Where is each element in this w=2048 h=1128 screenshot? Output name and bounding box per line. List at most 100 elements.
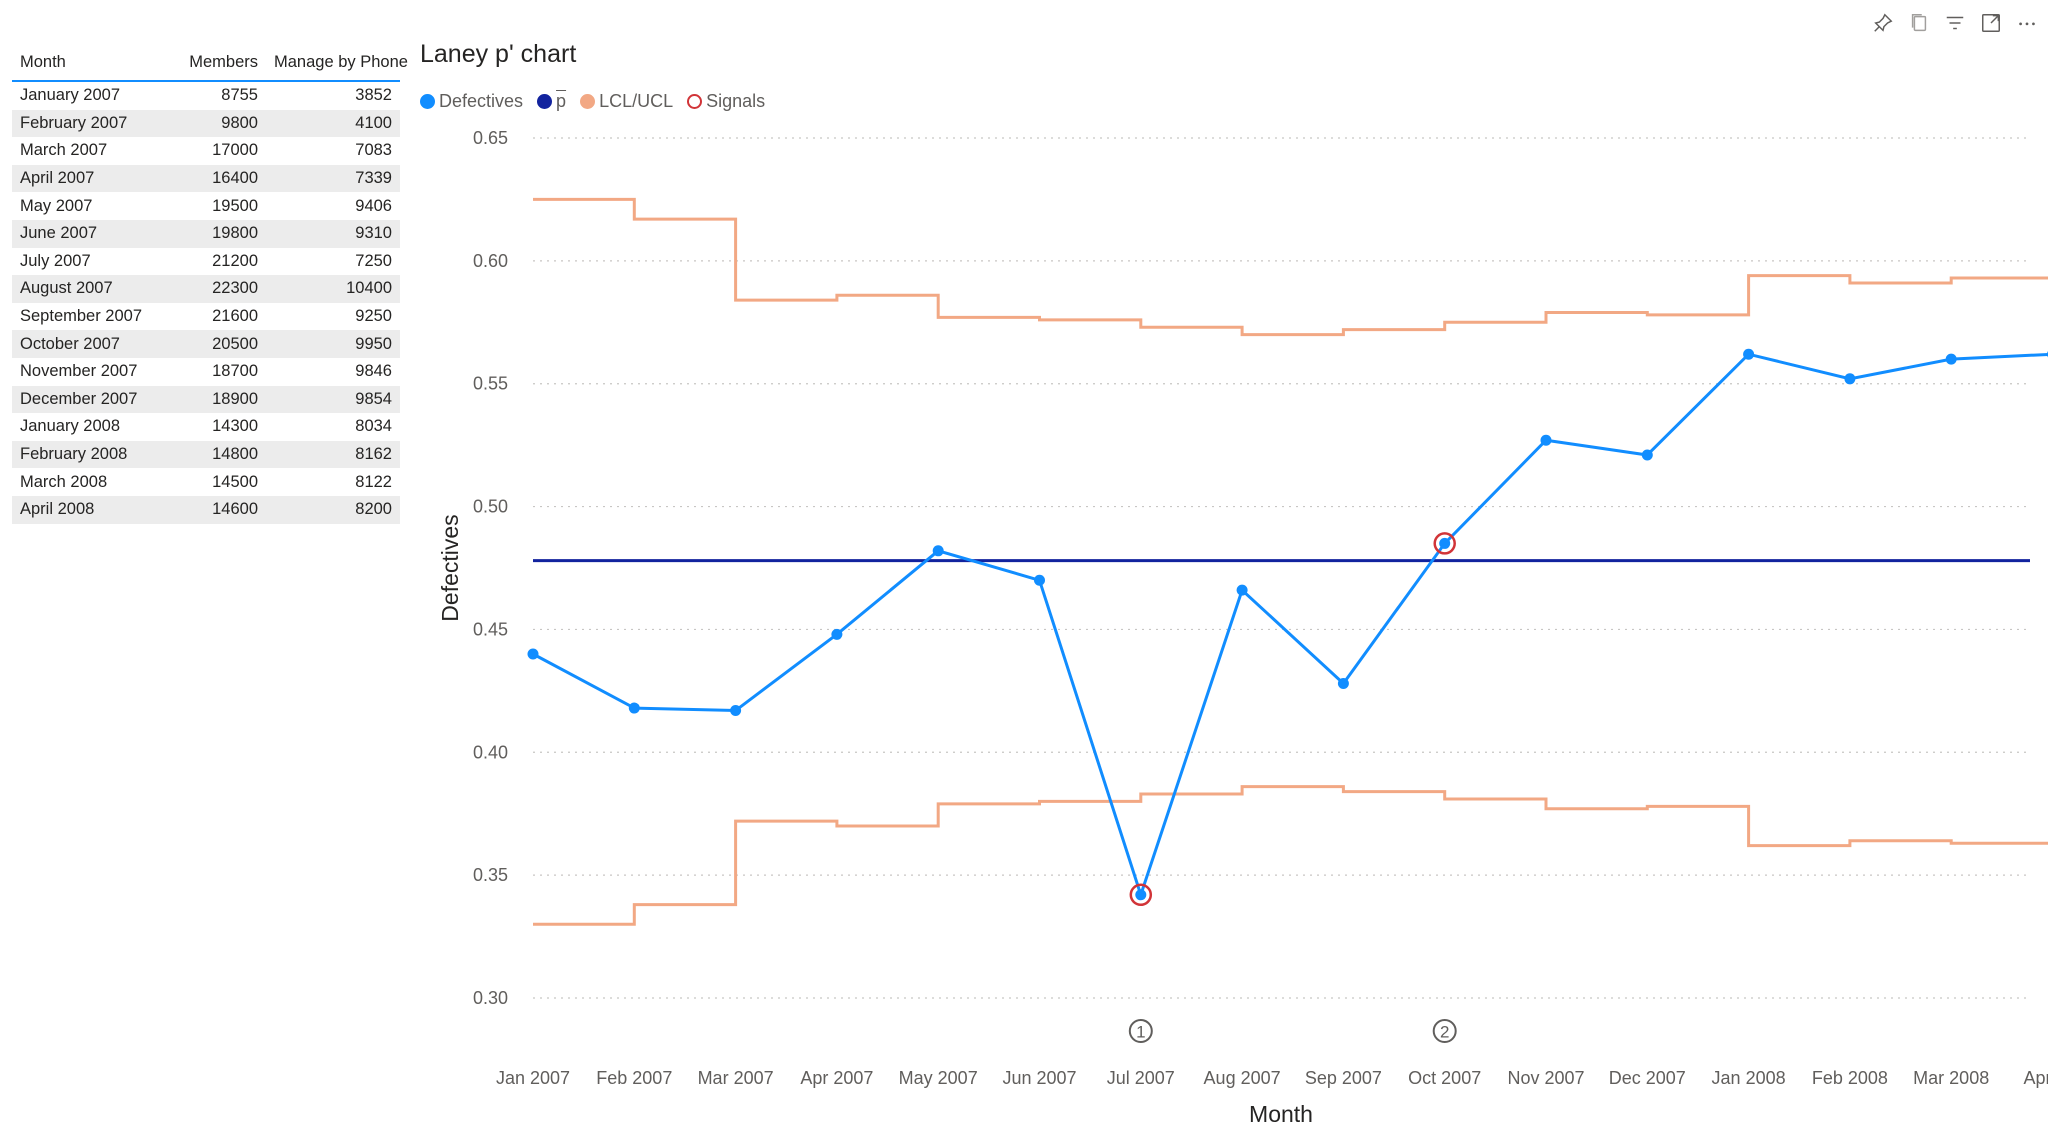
table-row[interactable]: January 2007 8755 3852 (12, 81, 400, 110)
cell-members: 14300 (212, 417, 258, 436)
legend-item-lcl-ucl[interactable]: LCL/UCL (580, 91, 673, 112)
cell-manage-by-phone: 10400 (266, 275, 400, 303)
cell-members: 21600 (212, 307, 258, 326)
more-options-icon[interactable] (2016, 12, 2038, 34)
defectives-point (1743, 348, 1755, 360)
cell-month: February 2007 (12, 109, 160, 138)
cell-month: January 2007 (20, 86, 120, 105)
y-axis-title: Defectives (437, 514, 463, 621)
table-row[interactable]: May 2007 19500 9406 (12, 192, 400, 220)
defectives-point (831, 628, 843, 640)
table-row[interactable]: January 2008 14300 8034 (12, 413, 400, 441)
cell-month: August 2007 (12, 275, 160, 303)
cell-manage-by-phone: 7339 (266, 164, 400, 193)
defectives-point (1337, 677, 1349, 689)
cell-month: March 2007 (20, 141, 108, 160)
legend-label-signals: Signals (706, 91, 766, 111)
defectives-line (532, 352, 2048, 900)
focus-mode-icon[interactable] (1980, 12, 2002, 34)
x-tick-label: Mar 2007 (698, 1068, 774, 1088)
cell-manage-by-phone: 8162 (266, 440, 400, 469)
x-tick-label: Sep 2007 (1305, 1068, 1382, 1088)
table-row[interactable]: April 2008 14600 8200 (12, 495, 400, 524)
x-tick-label: Mar 2008 (1913, 1068, 1989, 1088)
cell-month: October 2007 (12, 330, 160, 358)
x-tick-label: Oct 2007 (1408, 1068, 1481, 1088)
cell-month: December 2007 (12, 385, 160, 414)
signal-annotation-number: 1 (1136, 1023, 1145, 1042)
table-row[interactable]: March 2007 17000 7083 (12, 137, 400, 165)
table-row[interactable]: July 2007 21200 7250 (12, 248, 400, 276)
cell-members: 14500 (212, 472, 258, 491)
y-tick-label: 0.55 (473, 374, 508, 394)
defectives-point (527, 648, 539, 660)
cell-month: April 2007 (12, 164, 160, 193)
cell-month: May 2007 (20, 196, 93, 215)
cell-month: November 2007 (20, 362, 138, 381)
column-header-manage-by-phone[interactable]: Manage by Phone (266, 44, 408, 82)
ucl-line (533, 197, 2048, 337)
defectives-point (1236, 584, 1248, 596)
copy-icon[interactable] (1908, 12, 1930, 34)
table-row[interactable]: October 2007 20500 9950 (12, 330, 400, 358)
x-tick-label: Jun 2007 (1002, 1068, 1076, 1088)
legend-label-lcl-ucl: LCL/UCL (599, 91, 674, 111)
pin-icon[interactable] (1872, 12, 1894, 34)
y-tick-label: 0.30 (473, 988, 508, 1008)
cell-manage-by-phone: 4100 (266, 109, 400, 138)
table-row[interactable]: November 2007 18700 9846 (12, 358, 400, 386)
legend-swatch-defectives (420, 94, 435, 109)
filter-icon[interactable] (1944, 12, 1966, 34)
cell-manage-by-phone: 9950 (266, 330, 400, 358)
cell-month: February 2008 (12, 440, 160, 469)
lcl-line (533, 785, 2048, 926)
table-row[interactable]: September 2007 21600 9250 (12, 303, 400, 331)
legend-swatch-lcl-ucl (580, 94, 596, 109)
y-tick-label: 0.45 (473, 619, 508, 639)
x-tick-label: Aug 2007 (1204, 1068, 1281, 1088)
cell-manage-by-phone: 9854 (266, 385, 400, 414)
defectives-point (1135, 889, 1147, 901)
defectives-point (1540, 434, 1552, 446)
signal-marker (1129, 883, 1153, 907)
cell-members: 19800 (160, 219, 266, 248)
table-row[interactable]: June 2007 19800 9310 (12, 219, 400, 248)
defectives-point (1844, 373, 1856, 385)
cell-members: 16400 (160, 164, 266, 193)
table-row[interactable]: August 2007 22300 10400 (12, 275, 400, 303)
signal-annotation-number: 2 (1440, 1023, 1449, 1042)
signal-annotation-circle (1432, 1019, 1457, 1043)
cell-members: 9800 (160, 109, 266, 138)
y-tick-label: 0.40 (473, 742, 508, 762)
cell-manage-by-phone: 8034 (355, 417, 392, 436)
defectives-point (1439, 537, 1451, 549)
cell-month: January 2008 (20, 417, 120, 436)
table-row[interactable]: February 2007 9800 4100 (12, 109, 400, 138)
cell-manage-by-phone: 3852 (355, 86, 392, 105)
cell-members: 14800 (160, 440, 266, 469)
cell-members: 19500 (212, 196, 258, 215)
x-tick-label: May 2007 (899, 1068, 978, 1088)
legend-item-p-bar[interactable]: p (537, 91, 566, 112)
cell-members: 18700 (212, 362, 258, 381)
x-tick-label: Jan 2008 (1712, 1068, 1786, 1088)
x-tick-label: Jul 2007 (1107, 1068, 1175, 1088)
table-row[interactable]: March 2008 14500 8122 (12, 468, 400, 496)
cell-members: 17000 (212, 141, 258, 160)
x-tick-label: Apr 2007 (800, 1068, 873, 1088)
cell-month: July 2007 (20, 251, 91, 270)
legend-item-defectives[interactable]: Defectives (420, 91, 523, 112)
column-header-members[interactable]: Members (160, 44, 266, 82)
signal-marker (1433, 532, 1456, 555)
legend-item-signals[interactable]: Signals (687, 91, 765, 112)
table-row[interactable]: December 2007 18900 9854 (12, 385, 400, 414)
column-header-month[interactable]: Month (12, 44, 160, 82)
cell-manage-by-phone: 9250 (355, 307, 392, 326)
cell-manage-by-phone: 9846 (355, 362, 392, 381)
table-row[interactable]: February 2008 14800 8162 (12, 440, 400, 469)
legend-label-defectives: Defectives (439, 91, 524, 111)
defectives-point (932, 545, 944, 557)
cell-members: 18900 (160, 385, 266, 414)
table-row[interactable]: April 2007 16400 7339 (12, 164, 400, 193)
cell-members: 22300 (160, 275, 266, 303)
